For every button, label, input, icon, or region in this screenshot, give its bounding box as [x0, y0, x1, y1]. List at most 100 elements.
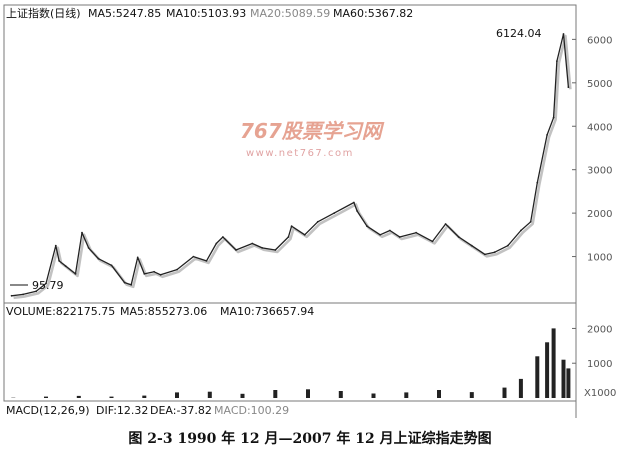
watermark-url: www.net767.com: [246, 148, 354, 159]
volume-bar: [76, 395, 81, 398]
volume-ma5-label: MA5:855273.06: [120, 305, 207, 318]
price-point: [192, 255, 195, 258]
low-annotation: 95.79: [32, 279, 64, 292]
price-point: [529, 220, 532, 223]
price-point: [81, 231, 83, 234]
ma10-label: MA10:5103.93: [166, 7, 246, 20]
watermark: 767股票学习网 www.net767.com: [240, 119, 385, 159]
volume-axis: 1000 2000 X1000: [572, 324, 616, 399]
volume-bar: [551, 328, 556, 398]
volume-bar: [306, 389, 310, 398]
price-point: [205, 260, 208, 262]
volume-bar: [371, 393, 376, 398]
price-point: [506, 244, 509, 247]
volume-bar: [175, 392, 179, 398]
price-point: [552, 116, 555, 119]
price-point: [366, 225, 368, 228]
price-tick-label: 2000: [587, 209, 612, 220]
price-point: [556, 60, 558, 62]
price-point: [303, 233, 306, 236]
price-point: [235, 249, 237, 251]
price-point: [484, 253, 486, 256]
volume-bar: [338, 391, 343, 398]
price-point: [215, 242, 218, 245]
price-point: [58, 260, 60, 262]
volume-bar: [502, 387, 507, 398]
price-point: [222, 236, 224, 238]
price-tick-label: 6000: [587, 35, 612, 46]
volume-bar: [518, 378, 523, 398]
price-point: [353, 201, 355, 204]
price-point: [562, 33, 565, 35]
price-point: [251, 242, 254, 245]
price-tick-label: 4000: [587, 122, 612, 133]
volume-bar: [561, 359, 566, 398]
price-point: [35, 290, 38, 293]
price-point: [143, 273, 146, 275]
price-point: [567, 86, 570, 89]
volume-header: VOLUME:822175.75 MA5:855273.06 MA10:7366…: [6, 305, 314, 318]
volume-bar: [535, 356, 540, 398]
price-plot: [10, 33, 572, 300]
price-point: [444, 223, 447, 225]
price-point: [379, 233, 381, 236]
price-point: [274, 249, 277, 251]
price-point: [316, 220, 319, 223]
price-point: [389, 229, 391, 232]
price-point: [470, 244, 473, 247]
volume-unit-label: X1000: [584, 388, 616, 399]
volume-bar: [240, 393, 245, 398]
price-tick-label: 3000: [587, 166, 612, 177]
price-annotations: 6124.04 95.79: [10, 27, 542, 292]
volume-bar: [566, 368, 571, 398]
price-point: [546, 134, 548, 136]
volume-bar: [142, 395, 147, 398]
price-point: [130, 283, 133, 286]
volume-bar: [404, 392, 409, 398]
watermark-logo: 767股票学习网: [240, 119, 385, 143]
volume-bar: [437, 390, 441, 398]
price-point: [398, 236, 401, 238]
price-axis: 1000 2000 3000 4000 5000 6000: [572, 35, 612, 264]
price-header: 上证指数(日线) MA5:5247.85 MA10:5103.93 MA20:5…: [6, 6, 413, 20]
price-point: [74, 273, 77, 275]
price-point: [153, 270, 156, 273]
volume-bar: [109, 396, 114, 398]
price-point: [22, 293, 24, 296]
volume-bar: [273, 390, 278, 398]
macd-header: MACD(12,26,9) DIF:12.32 DEA:-37.82 MACD:…: [6, 404, 289, 417]
price-point: [261, 247, 264, 249]
price-tick-label: 1000: [587, 253, 612, 264]
volume-bar: [44, 396, 48, 398]
price-point: [287, 236, 290, 238]
price-point: [87, 247, 90, 249]
price-point: [136, 256, 139, 259]
price-point: [110, 264, 113, 267]
price-point: [159, 273, 162, 276]
dif-label: DIF:12.32: [96, 404, 148, 417]
price-point: [54, 244, 57, 247]
index-name-label: 上证指数(日线): [6, 6, 81, 20]
price-point: [493, 251, 496, 254]
price-point: [10, 294, 13, 297]
price-point: [290, 225, 293, 228]
price-point: [415, 231, 417, 234]
macd-value-label: MACD:100.29: [214, 404, 289, 417]
volume-bar: [545, 342, 550, 398]
volume-bar: [207, 391, 212, 398]
dea-label: DEA:-37.82: [150, 404, 212, 417]
price-point: [45, 282, 47, 285]
volume-ma10-label: MA10:736657.94: [220, 305, 314, 318]
high-annotation: 6124.04: [496, 27, 542, 40]
volume-tick-label: 2000: [587, 324, 612, 335]
macd-label: MACD(12,26,9): [6, 404, 90, 417]
volume-label: VOLUME:822175.75: [6, 305, 115, 318]
ma60-label: MA60:5367.82: [333, 7, 413, 20]
price-line: [11, 33, 570, 297]
ma20-label: MA20:5089.59: [250, 7, 330, 20]
price-point: [457, 236, 460, 238]
price-point: [64, 265, 67, 267]
volume-bar: [469, 392, 474, 398]
price-tick-label: 5000: [587, 79, 612, 90]
